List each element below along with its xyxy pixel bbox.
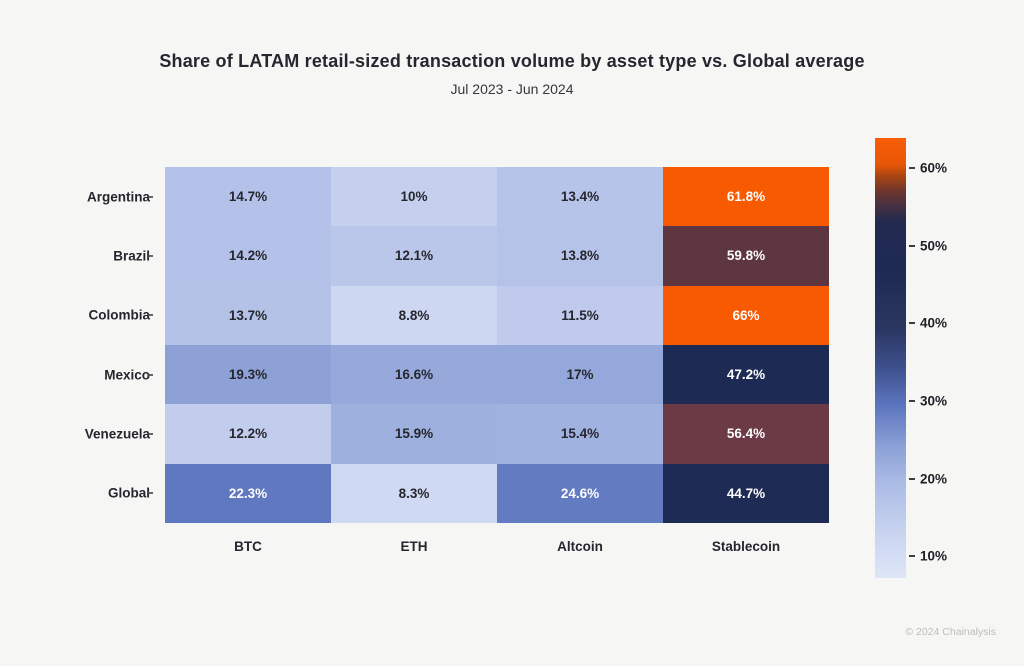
colorbar-tick: [909, 477, 915, 480]
colorbar-tick: [909, 244, 915, 247]
row-label-colombia: Colombia: [88, 307, 150, 323]
heatmap-cell-mexico-altcoin: 17%: [497, 344, 663, 405]
colorbar-tick: [909, 555, 915, 558]
column-label-altcoin: Altcoin: [557, 539, 603, 554]
column-label-eth: ETH: [400, 539, 428, 554]
heatmap-cell-brazil-altcoin: 13.8%: [497, 226, 663, 286]
heatmap-cell-colombia-altcoin: 11.5%: [497, 285, 663, 345]
heatmap-cell-global-stablecoin: 44.7%: [663, 463, 829, 523]
heatmap-cell-global-altcoin: 24.6%: [497, 463, 663, 523]
heatmap-cell-global-btc: 22.3%: [165, 463, 331, 523]
colorbar-tick: [909, 400, 915, 403]
heatmap-cell-venezuela-stablecoin: 56.4%: [663, 404, 829, 464]
colorbar-tick-label: 10%: [920, 548, 948, 564]
row-label-mexico: Mexico: [104, 367, 150, 383]
y-axis-tick: [148, 433, 153, 435]
heatmap-cell-argentina-btc: 14.7%: [165, 167, 331, 227]
chart-subtitle: Jul 2023 - Jun 2024: [450, 81, 574, 97]
heatmap-cell-mexico-btc: 19.3%: [165, 344, 331, 405]
colorbar-tick: [909, 322, 915, 325]
heatmap-cell-colombia-stablecoin: 66%: [663, 285, 829, 345]
colorbar: [875, 138, 906, 578]
y-axis-tick: [148, 255, 153, 257]
heatmap-cell-global-eth: 8.3%: [331, 463, 497, 523]
y-axis-tick: [148, 492, 153, 495]
colorbar-tick-label: 40%: [920, 315, 948, 331]
column-label-stablecoin: Stablecoin: [711, 539, 781, 554]
heatmap-grid: 14.7% 10% 13.4% 61.8% 14.2% 12.1% 13.8% 59.8% 13…: [165, 167, 829, 523]
heatmap-cell-brazil-stablecoin: 59.8%: [663, 226, 829, 286]
row-label-argentina: Argentina: [86, 189, 150, 205]
row-label-brazil: Brazil: [113, 248, 150, 264]
colorbar-tick: [909, 167, 915, 170]
heatmap-cell-brazil-eth: 12.1%: [331, 226, 497, 286]
y-axis-tick: [148, 314, 153, 317]
heatmap-cell-venezuela-btc: 12.2%: [165, 404, 331, 464]
heatmap-cell-argentina-stablecoin: 61.8%: [663, 167, 829, 227]
heatmap-cell-argentina-altcoin: 13.4%: [497, 167, 663, 227]
heatmap-cell-mexico-eth: 16.6%: [331, 344, 497, 405]
chart-title: Share of LATAM retail-sized transaction …: [159, 51, 865, 71]
heatmap-cell-venezuela-altcoin: 15.4%: [497, 404, 663, 464]
heatmap-cell-brazil-btc: 14.2%: [165, 226, 331, 286]
y-axis-tick: [148, 373, 153, 376]
copyright-text: © 2024 Chainalysis: [905, 626, 996, 638]
row-label-global: Global: [107, 485, 150, 501]
colorbar-tick-label: 60%: [920, 160, 948, 176]
colorbar-tick-label: 50%: [920, 238, 948, 254]
colorbar-tick-label: 30%: [920, 393, 948, 409]
heatmap-cell-venezuela-eth: 15.9%: [331, 404, 497, 464]
heatmap-cell-argentina-eth: 10%: [331, 167, 497, 227]
heatmap-cell-colombia-eth: 8.8%: [331, 285, 497, 345]
row-label-venezuela: Venezuela: [84, 426, 150, 442]
y-axis-tick: [148, 195, 153, 198]
column-label-btc: BTC: [234, 539, 262, 554]
heatmap-cell-mexico-stablecoin: 47.2%: [663, 344, 829, 405]
colorbar-tick-label: 20%: [920, 471, 948, 487]
heatmap-cell-colombia-btc: 13.7%: [165, 285, 331, 345]
